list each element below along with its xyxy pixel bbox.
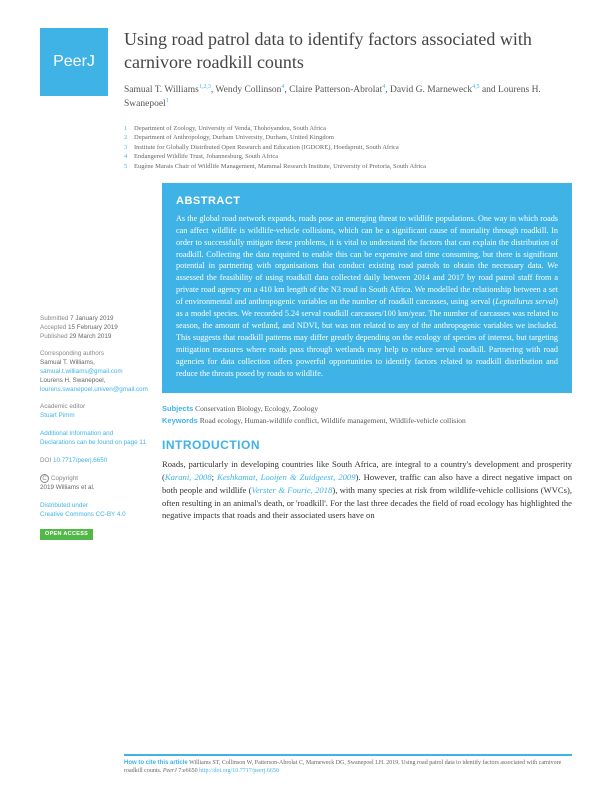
accepted-label: Accepted: [40, 324, 66, 331]
copyright-icon: C: [40, 474, 49, 483]
aff-text: Institute for Globally Distributed Open …: [134, 143, 399, 152]
abstract-heading: ABSTRACT: [176, 195, 558, 207]
submitted-date: 7 January 2019: [70, 315, 113, 322]
aff-text: Eugène Marais Chair of Wildlife Manageme…: [134, 162, 426, 171]
title-block: Using road patrol data to identify facto…: [124, 28, 572, 112]
corr-name: Samual T. Williams,: [40, 359, 148, 368]
corr-label: Corresponding authors: [40, 350, 148, 359]
editor-block: Academic editor Stuart Pimm: [40, 403, 148, 421]
keywords-label: Keywords: [162, 416, 198, 425]
cite-doi-link[interactable]: http://doi.org/10.7717/peerj.6650: [199, 768, 279, 774]
corresponding-block: Corresponding authors Samual T. Williams…: [40, 350, 148, 394]
copyright-label: Copyright: [51, 475, 78, 482]
published-date: 29 March 2019: [69, 333, 111, 340]
subjects-value: Conservation Biology, Ecology, Zoology: [195, 404, 318, 413]
affiliation-list: 1 Department of Zoology, University of Ve…: [124, 124, 572, 171]
aff-num: 5: [124, 162, 130, 171]
author-list: Samual T. Williams1,2,3, Wendy Collinson…: [124, 83, 572, 112]
license-link[interactable]: Creative Commons CC-BY 4.0: [40, 511, 148, 520]
aff-num: 3: [124, 143, 130, 152]
subjects-keywords: Subjects Conservation Biology, Ecology, …: [162, 403, 572, 426]
doi-label: DOI: [40, 457, 51, 464]
cite-label: How to cite this article: [124, 760, 188, 766]
aff-num: 2: [124, 133, 130, 142]
header-row: PeerJ Using road patrol data to identify…: [40, 28, 572, 112]
corr-email[interactable]: lourens.swanepoel.univen@gmail.com: [40, 386, 148, 395]
additional-info-link[interactable]: Additional Information and Declarations …: [40, 430, 148, 448]
corr-name: Lourens H. Swanepoel,: [40, 377, 148, 386]
copyright-text: 2019 Williams et al.: [40, 484, 148, 493]
additional-info-block: Additional Information and Declarations …: [40, 430, 148, 448]
citation-link[interactable]: Keshkamat, Looijen & Zuidgeest, 2009: [217, 472, 355, 482]
citation-footer: How to cite this article Williams ST, Co…: [124, 754, 572, 776]
cite-journal: PeerJ: [163, 768, 177, 774]
subjects-label: Subjects: [162, 404, 193, 413]
keywords-value: Road ecology, Human-wildlife conflict, W…: [200, 416, 466, 425]
corr-email[interactable]: samual.t.williams@gmail.com: [40, 368, 148, 377]
cite-vol: 7:e6650: [177, 768, 199, 774]
distributed-label: Distributed under: [40, 502, 148, 511]
submitted-label: Submitted: [40, 315, 68, 322]
aff-num: 1: [124, 124, 130, 133]
doi-block: DOI 10.7717/peerj.6650: [40, 457, 148, 466]
page: PeerJ Using road patrol data to identify…: [0, 0, 612, 560]
aff-text: Department of Anthropology, Durham Unive…: [134, 133, 334, 142]
aff-text: Endangered Wildlife Trust, Johannesburg,…: [134, 152, 278, 161]
abstract-text: As the global road network expands, road…: [176, 213, 558, 379]
dates-block: Submitted 7 January 2019 Accepted 15 Feb…: [40, 315, 148, 341]
citation-link[interactable]: Verster & Fourie, 2018: [252, 485, 333, 495]
two-column-layout: Submitted 7 January 2019 Accepted 15 Feb…: [40, 183, 572, 541]
editor-label: Academic editor: [40, 403, 148, 412]
editor-name[interactable]: Stuart Pimm: [40, 412, 148, 421]
accepted-date: 15 February 2019: [68, 324, 118, 331]
license-block: Distributed under Creative Commons CC-BY…: [40, 502, 148, 520]
copyright-block: CCopyright 2019 Williams et al.: [40, 474, 148, 493]
main-column: ABSTRACT As the global road network expa…: [162, 183, 572, 541]
aff-text: Department of Zoology, University of Ven…: [134, 124, 326, 133]
doi-link[interactable]: 10.7717/peerj.6650: [53, 457, 107, 464]
sidebar: Submitted 7 January 2019 Accepted 15 Feb…: [40, 183, 148, 541]
citation-link[interactable]: Karani, 2008: [165, 472, 212, 482]
published-label: Published: [40, 333, 68, 340]
article-title: Using road patrol data to identify facto…: [124, 28, 572, 73]
intro-heading: INTRODUCTION: [162, 438, 572, 452]
aff-num: 4: [124, 152, 130, 161]
peerj-logo: PeerJ: [40, 28, 108, 96]
open-access-badge: OPEN ACCESS: [40, 529, 148, 541]
abstract-box: ABSTRACT As the global road network expa…: [162, 183, 572, 393]
intro-paragraph: Roads, particularly in developing countr…: [162, 458, 572, 522]
